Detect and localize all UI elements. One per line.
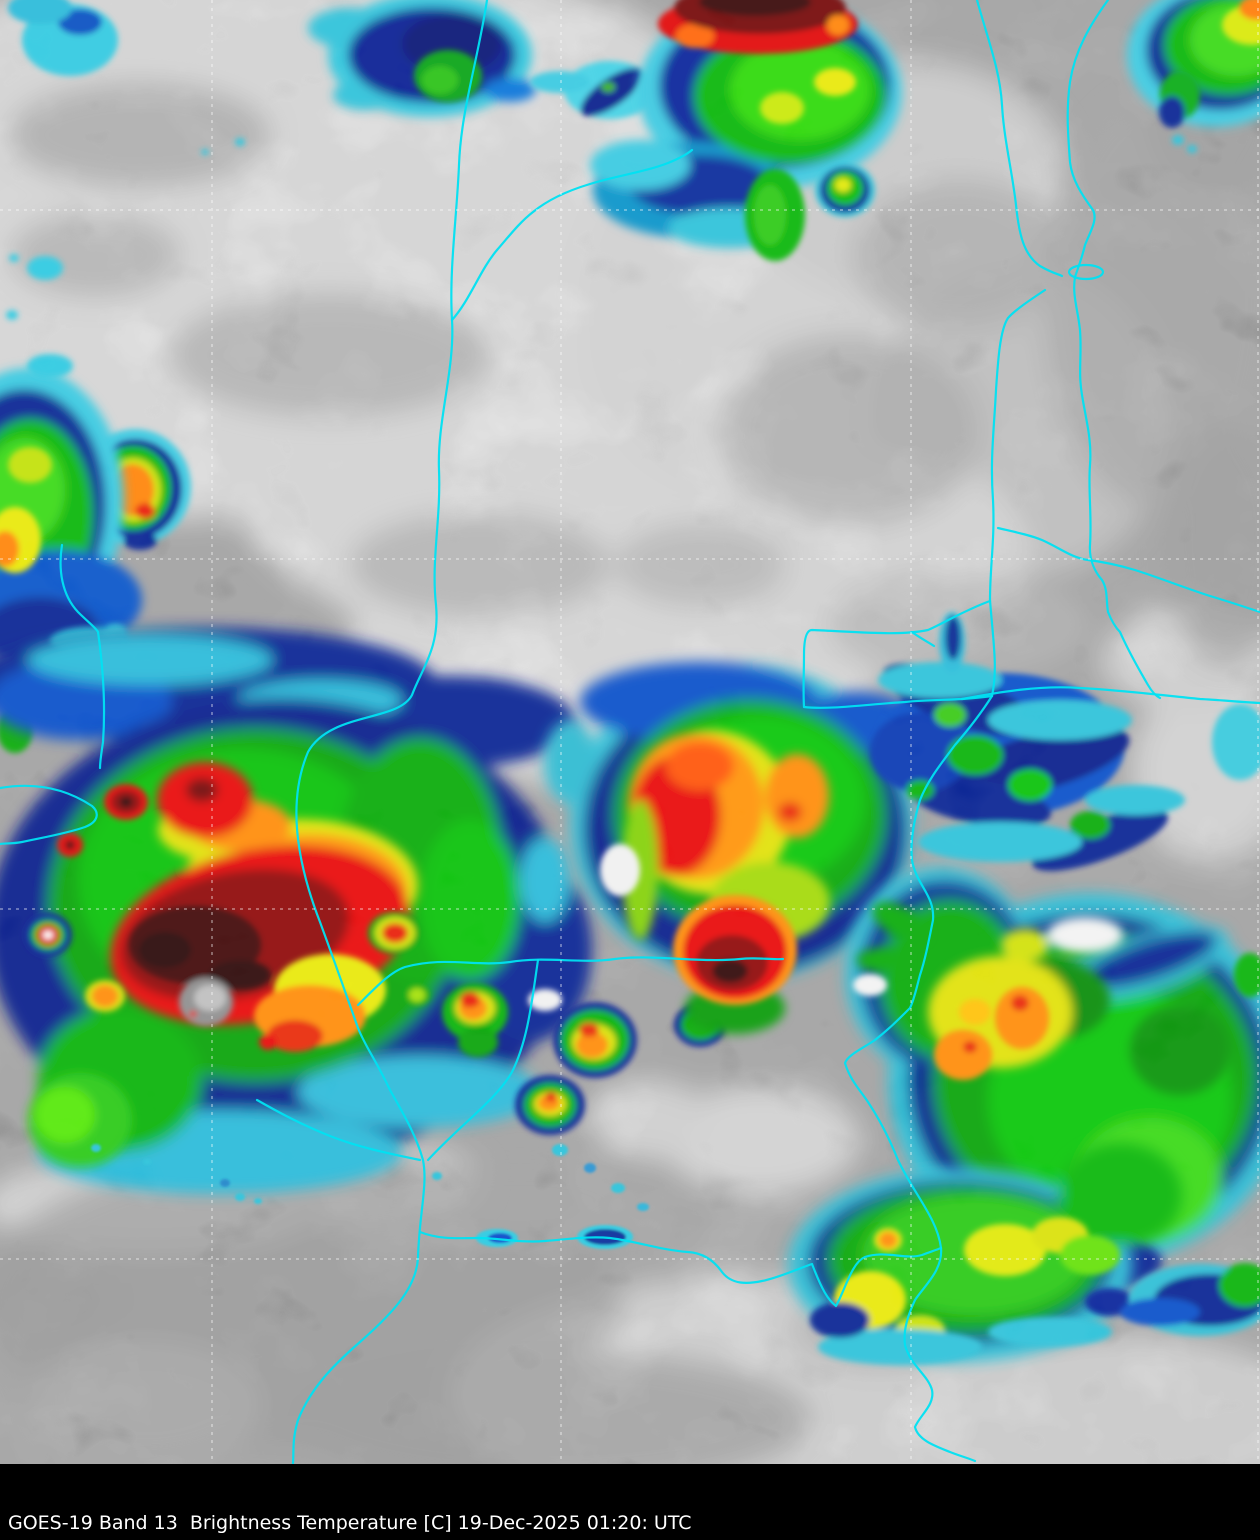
- border-squiggle-west-2: [0, 784, 98, 846]
- state-boundary-box: [802, 599, 994, 709]
- border-line-south: [418, 1230, 943, 1308]
- state-boundary-notch: [910, 630, 936, 648]
- caption-bar: GOES-19 Band 13 Brightness Temperature […: [0, 1464, 1260, 1540]
- river-branch-northeast: [450, 148, 694, 322]
- satellite-map: [0, 0, 1260, 1464]
- boundary-east-edge: [960, 686, 1260, 705]
- river-tributary-west: [255, 1098, 422, 1162]
- river-central: [988, 288, 1047, 698]
- border-line-east-west: [356, 956, 785, 1007]
- border-squiggle-west-1: [59, 543, 106, 770]
- map-borders: [0, 0, 1260, 1464]
- latlon-gridlines: [0, 0, 1260, 1464]
- river-central-south: [843, 694, 994, 1463]
- caption-text: GOES-19 Band 13 Brightness Temperature […: [8, 1512, 692, 1535]
- river-branch-southeast: [996, 526, 1260, 614]
- river-drop-branch: [426, 958, 540, 1162]
- river-loop: [1067, 263, 1105, 281]
- river-central-north: [975, 0, 1064, 278]
- river-east: [1066, 0, 1162, 700]
- cloud-texture-overlay: [0, 0, 1260, 1464]
- satellite-image: [0, 0, 1260, 1464]
